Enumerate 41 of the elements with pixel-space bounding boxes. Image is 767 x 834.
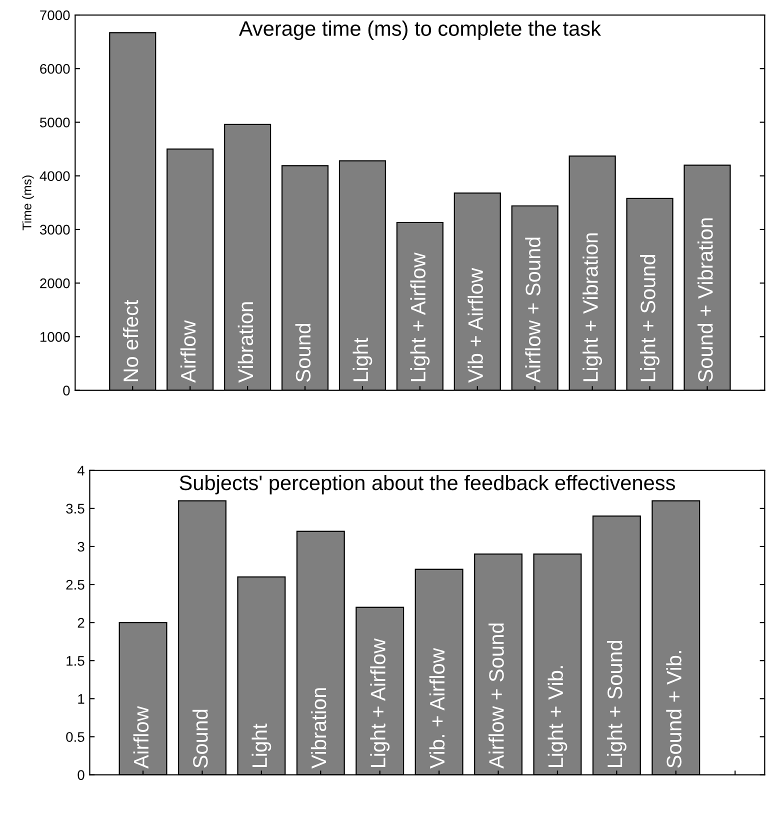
y-tick-label: 2: [78, 618, 84, 628]
x-tick-label: Light: [352, 338, 372, 382]
y-tick-label: 4: [77, 466, 84, 476]
x-tick-label: Vibration: [310, 688, 326, 769]
y-tick-label: 3.5: [66, 504, 84, 514]
chart-title: Average time (ms) to complete the task: [238, 20, 601, 40]
y-axis-title: Time (ms): [22, 176, 34, 230]
chart-title: Subjects' perception about the feedback effectiveness: [180, 474, 675, 494]
y-tick-label: 0: [78, 770, 84, 780]
x-tick-label: Sound: [192, 710, 208, 768]
x-tick-label: Light + Vibration: [582, 233, 602, 382]
x-tick-label: Airflow: [180, 320, 196, 383]
x-tick-label: Sound + Vibration: [698, 218, 713, 382]
y-tick-label: 0.5: [66, 732, 84, 742]
y-tick-label: 7000: [40, 10, 70, 20]
x-tick-label: Vibration: [238, 302, 254, 383]
y-tick-label: 2.5: [66, 580, 84, 590]
x-tick-label: Light + Sound: [606, 640, 626, 767]
x-tick-label: Vib. + Airflow: [429, 648, 445, 769]
x-tick-label: Sound + Vib.: [666, 651, 682, 768]
y-tick-label: 3000: [40, 224, 70, 235]
y-tick-label: 3: [78, 542, 84, 552]
x-tick-label: Airflow: [133, 706, 149, 769]
y-tick-label: 6000: [40, 64, 70, 74]
y-tick-label: 4000: [40, 171, 70, 182]
x-tick-label: No effect: [122, 300, 138, 382]
y-tick-label: 1.5: [66, 656, 84, 666]
y-tick-label: 2000: [40, 278, 70, 288]
x-tick-label: Vib + Airflow: [468, 268, 483, 383]
y-tick-label: 1: [78, 694, 84, 704]
x-tick-label: Airflow + Sound: [488, 624, 504, 769]
x-tick-label: Airflow + Sound: [525, 238, 540, 383]
x-tick-label: Sound: [295, 324, 311, 382]
x-tick-label: Light + Sound: [640, 254, 660, 382]
y-tick-label: 0: [63, 386, 70, 396]
x-tick-label: Light + Airflow: [410, 252, 430, 382]
x-tick-label: Light: [252, 724, 272, 767]
y-tick-label: 1000: [40, 332, 70, 342]
x-tick-label: Light + Vib.: [548, 666, 568, 767]
y-tick-label: 5000: [40, 118, 70, 128]
x-tick-label: Light + Airflow: [370, 638, 390, 767]
